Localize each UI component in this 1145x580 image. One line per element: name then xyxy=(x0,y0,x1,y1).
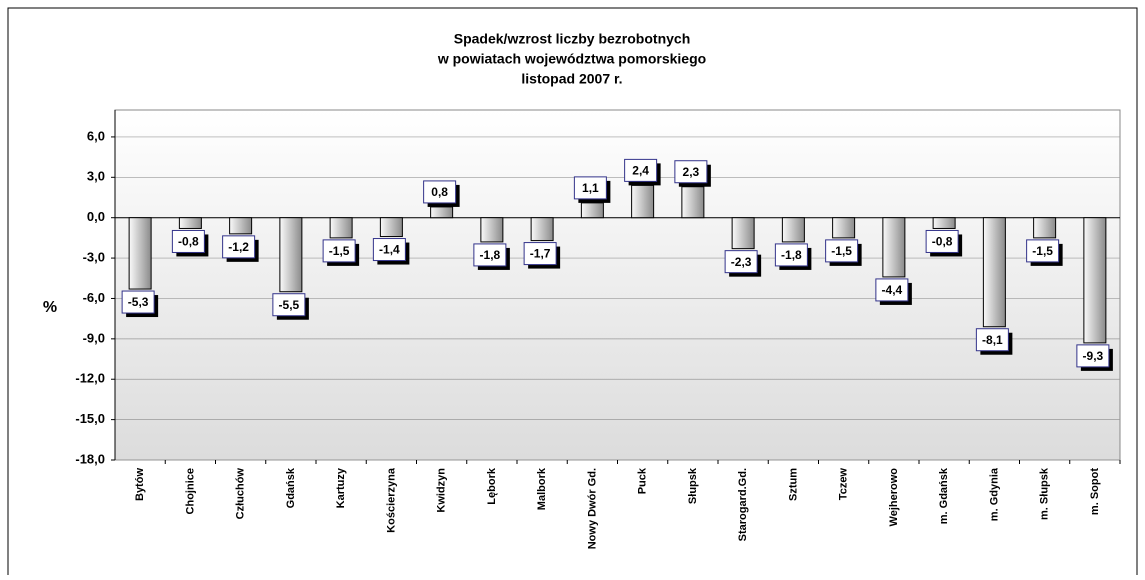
x-tick-label: Kartuzy xyxy=(335,467,347,508)
data-label: 0,8 xyxy=(431,185,448,199)
label-box xyxy=(774,243,808,267)
bar xyxy=(1033,217,1057,239)
bar xyxy=(731,217,755,250)
data-label: -1,7 xyxy=(530,247,551,261)
label-box xyxy=(322,239,356,263)
label-box xyxy=(674,160,708,184)
bar xyxy=(329,217,353,239)
x-tick-label: Sztum xyxy=(787,468,799,501)
bar xyxy=(279,217,303,293)
data-label: -1,4 xyxy=(379,243,400,257)
chart-title: w powiatach województwa pomorskiego xyxy=(437,51,706,67)
bar xyxy=(128,217,152,290)
label-box xyxy=(925,229,959,253)
label-box xyxy=(121,290,155,314)
label-box xyxy=(372,238,406,262)
x-tick-label: Kościerzyna xyxy=(385,467,397,533)
x-tick-label: Puck xyxy=(637,467,649,494)
y-tick-label: -18,0 xyxy=(75,451,105,466)
data-label: -0,8 xyxy=(932,235,953,249)
data-label: 2,4 xyxy=(632,164,649,178)
bar xyxy=(932,217,956,229)
bar xyxy=(781,217,805,243)
bar xyxy=(580,202,604,219)
x-tick-label: Lębork xyxy=(486,467,498,505)
y-tick-label: 3,0 xyxy=(87,169,105,184)
bar xyxy=(1083,217,1107,344)
data-label: -1,5 xyxy=(831,244,852,258)
bar xyxy=(229,217,253,235)
x-tick-label: m. Gdynia xyxy=(988,467,1000,521)
x-tick-label: Starogard.Gd. xyxy=(737,468,749,541)
label-box xyxy=(272,293,306,317)
data-label: -5,3 xyxy=(128,295,149,309)
x-tick-label: Chojnice xyxy=(184,468,196,514)
data-label: 1,1 xyxy=(582,181,599,195)
x-tick-label: Nowy Dwór Gd. xyxy=(586,468,598,549)
y-tick-label: -15,0 xyxy=(75,411,105,426)
y-tick-label: 0,0 xyxy=(87,209,105,224)
x-tick-label: m. Sopot xyxy=(1089,468,1101,515)
label-box xyxy=(825,239,859,263)
bar xyxy=(982,217,1006,328)
bar xyxy=(480,217,504,243)
bar xyxy=(681,186,705,219)
x-tick-label: Wejherowo xyxy=(888,468,900,527)
x-tick-label: Gdańsk xyxy=(285,467,297,508)
x-tick-label: Człuchów xyxy=(235,468,247,520)
y-tick-label: -6,0 xyxy=(83,290,105,305)
label-box xyxy=(573,176,607,200)
data-label: -1,2 xyxy=(228,240,249,254)
data-label: -4,4 xyxy=(882,283,903,297)
data-label: -1,5 xyxy=(1032,244,1053,258)
bar xyxy=(832,217,856,239)
chart-title: Spadek/wzrost liczby bezrobotnych xyxy=(454,31,691,47)
bar xyxy=(631,184,655,219)
data-label: -1,8 xyxy=(480,248,501,262)
x-tick-label: Słupsk xyxy=(687,467,699,504)
label-box xyxy=(1076,344,1110,368)
bar xyxy=(178,217,202,229)
label-box xyxy=(1026,239,1060,263)
label-box xyxy=(875,278,909,302)
y-axis-label: % xyxy=(43,299,57,316)
x-tick-label: m. Gdańsk xyxy=(938,467,950,524)
plot-area xyxy=(114,109,1121,461)
bar xyxy=(882,217,906,278)
label-box xyxy=(473,243,507,267)
label-box xyxy=(523,242,557,266)
bar xyxy=(430,206,454,219)
bar xyxy=(530,217,554,242)
data-label: 2,3 xyxy=(683,165,700,179)
label-box xyxy=(423,180,457,204)
data-label: -9,3 xyxy=(1083,349,1104,363)
label-box xyxy=(724,250,758,274)
label-box xyxy=(975,328,1009,352)
x-tick-label: Malbork xyxy=(536,467,548,510)
x-tick-label: Tczew xyxy=(838,468,850,501)
x-tick-label: Bytów xyxy=(134,468,146,501)
data-label: -8,1 xyxy=(982,333,1003,347)
data-label: -1,5 xyxy=(329,244,350,258)
y-tick-label: -9,0 xyxy=(83,330,105,345)
y-tick-label: -3,0 xyxy=(83,250,105,265)
x-tick-label: m. Słupsk xyxy=(1039,467,1051,520)
label-box xyxy=(222,235,256,259)
y-tick-label: -12,0 xyxy=(75,371,105,386)
data-label: -0,8 xyxy=(178,235,199,249)
data-label: -1,8 xyxy=(781,248,802,262)
label-box xyxy=(171,229,205,253)
x-tick-label: Kwidzyn xyxy=(436,468,448,513)
chart-title: listopad 2007 r. xyxy=(521,71,622,87)
data-label: -2,3 xyxy=(731,255,752,269)
data-label: -5,5 xyxy=(279,298,300,312)
bar xyxy=(379,217,403,238)
y-tick-label: 6,0 xyxy=(87,128,105,143)
label-box xyxy=(624,158,658,182)
